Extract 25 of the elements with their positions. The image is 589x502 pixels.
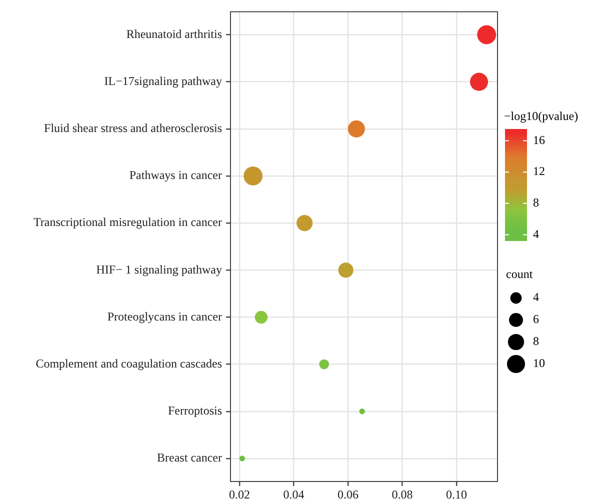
- y-tick-label: Fluid shear stress and atherosclerosis: [44, 121, 222, 136]
- y-tick-label: Breast cancer: [157, 450, 222, 465]
- y-tick-label: IL−17signaling pathway: [104, 74, 222, 88]
- x-tick-label: 0.08: [392, 487, 413, 502]
- legend-label: 6: [533, 312, 539, 326]
- legend-label: 10: [533, 356, 545, 370]
- color-bar-label: 4: [533, 226, 539, 241]
- x-tick-label: 0.10: [446, 487, 467, 502]
- y-tick-label: HIF− 1 signaling pathway: [96, 262, 222, 276]
- x-tick-label: 0.06: [337, 487, 358, 502]
- x-tick-label: 0.04: [283, 487, 304, 502]
- x-tick-label: 0.02: [228, 487, 250, 502]
- legend-label: 4: [533, 290, 539, 304]
- y-tick-label: Rheunatoid arthritis: [126, 26, 222, 41]
- y-tick-label: Proteoglycans in cancer: [107, 309, 222, 324]
- y-tick-label: Transcriptional misregulation in cancer: [33, 215, 222, 230]
- y-tick-label: Pathways in cancer: [129, 168, 222, 182]
- y-tick-label: Complement and coagulation cascades: [36, 356, 222, 370]
- color-bar-label: 16: [533, 132, 545, 147]
- legend-title: count: [506, 267, 534, 282]
- legend-label: 8: [533, 334, 539, 348]
- y-tick-label: Ferroptosis: [168, 404, 222, 418]
- color-bar-label: 12: [533, 164, 545, 178]
- color-bar-title: −log10(pvalue): [504, 109, 578, 124]
- color-bar-label: 8: [533, 196, 539, 210]
